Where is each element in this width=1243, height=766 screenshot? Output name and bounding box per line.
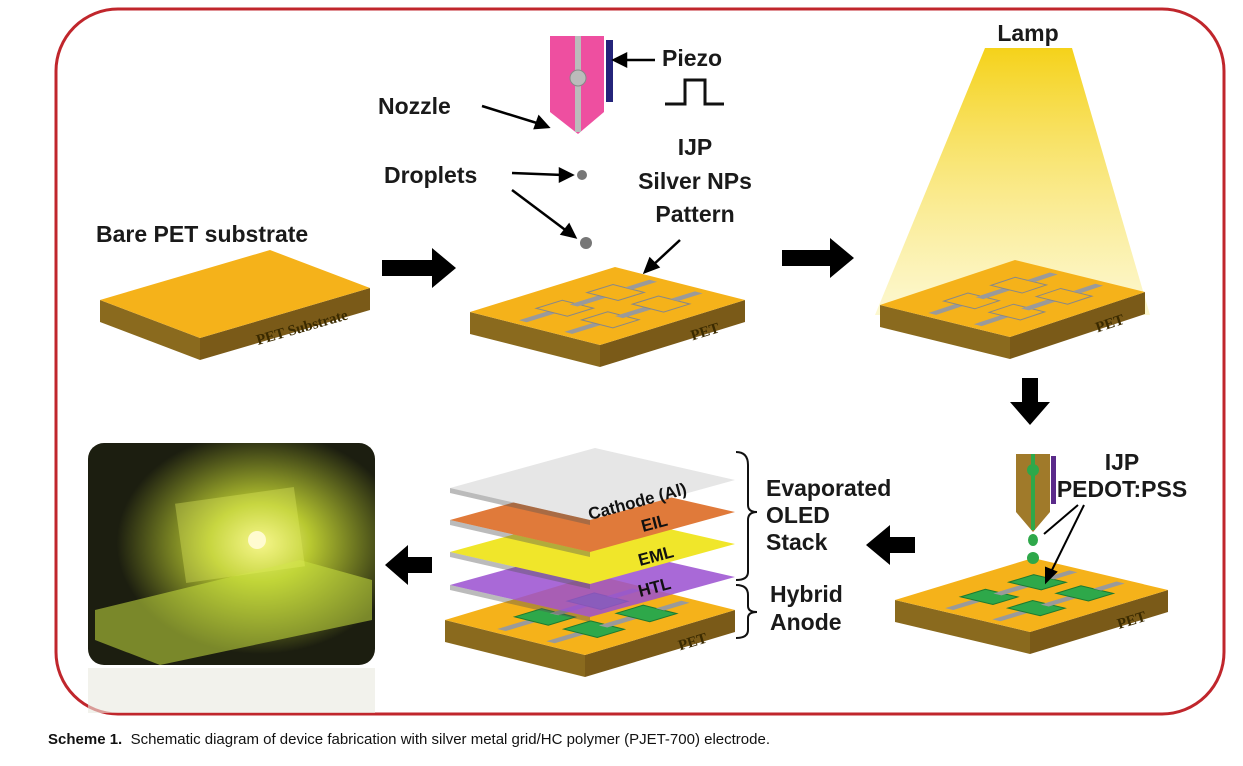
arrow-right-icon [382,248,456,288]
silver-line [1093,581,1125,591]
pedot-pss-label: PEDOT:PSS [1057,476,1187,502]
lamp-light [875,48,1150,315]
silver-line [1021,299,1056,311]
panel-oled-stack: PET Cathode (Al) EIL EML HTL Evaporated … [445,448,891,677]
substrate-side [600,300,745,367]
nozzle-icon [550,36,613,134]
pattern-label: Pattern [655,201,734,227]
cathode-layer [450,448,735,520]
substrate-front [100,300,200,360]
substrate-front [895,600,1030,654]
pad [579,311,641,329]
ijp-pedot-label: IJP [1105,449,1140,475]
droplet-icon [580,237,592,249]
pad [941,292,1001,310]
figure-caption: Scheme 1. Schematic diagram of device fa… [48,731,770,748]
silver-line [992,610,1029,622]
substrate-top [470,267,745,345]
silver-line [993,585,1030,596]
pointer-arrows [481,51,681,275]
silver-line [569,295,607,307]
eml-layer-edge [450,552,590,589]
silver-line [670,291,703,301]
arrow-down-icon [1010,378,1050,425]
arrow-right-icon [782,238,854,278]
pad [1006,574,1069,591]
nozzle-label: Nozzle [378,93,451,119]
silver-line [518,311,556,323]
panel-bare-substrate: Bare PET substrate PET Substrate [96,221,370,360]
substrate-top [895,558,1168,632]
silver-line [975,288,1011,300]
substrate-front [880,305,1010,359]
substrate-side [1010,292,1145,359]
substrate-side [200,288,370,360]
substrate-top [880,260,1145,337]
silver-line [928,303,964,315]
arrow-left-icon [385,545,432,585]
silver-line [497,619,536,632]
oled-label: OLED [766,502,830,528]
silver-line [615,307,652,319]
silver-line [598,616,638,628]
silver-line [546,632,585,644]
silver-line [564,322,602,334]
droplets-label: Droplets [384,162,477,188]
silver-line [1026,272,1058,283]
bracket-anode [735,584,758,639]
pointer-arrows [1043,504,1085,585]
silver-nps-label: Silver NPs [638,168,752,194]
pad [512,608,578,626]
htl-layer-edge [450,585,590,622]
pad [989,276,1049,294]
pad [534,299,596,317]
caption-label: Scheme 1. [48,731,123,748]
frame-border [54,7,1226,716]
silver-line [973,315,1009,327]
evaporated-label: Evaporated [766,475,891,501]
piezo-label: Piezo [662,45,722,71]
pad [585,283,647,302]
panel-inkjet-silver: PET Piezo Nozzle Droplets IJP Silver NPs… [378,36,752,367]
pad [630,295,692,313]
bare-pet-label: Bare PET substrate [96,221,308,247]
silver-line [1040,596,1077,607]
cathode-layer-edge [450,488,590,525]
silver-line [1072,283,1104,294]
device-photo [88,443,375,713]
pad [987,303,1047,321]
ijp-label: IJP [678,134,713,160]
silver-line [945,599,981,611]
eil-layer-edge [450,520,590,557]
pad [561,620,627,638]
pad [1054,585,1116,602]
pad [1034,287,1094,305]
substrate-front [470,312,600,367]
pad [1005,599,1067,617]
droplet-icon [577,170,587,180]
substrate-side [585,610,735,677]
piezo-pulse-icon [665,78,724,106]
substrate-top [100,250,370,338]
pedot-nozzle-icon [1016,454,1056,564]
arrow-left-icon [866,525,915,565]
bracket-stack [735,451,758,581]
stack-label: Stack [766,529,828,555]
panel-lamp-sintering: PET Lamp [875,20,1150,359]
silver-line [624,279,658,290]
pad [614,604,679,623]
lamp-label: Lamp [997,20,1058,46]
silver-line [655,600,690,611]
substrate-front [445,620,585,677]
caption-text: Schematic diagram of device fabrication … [130,731,770,748]
pad [958,588,1020,606]
panel-inkjet-pedot: PET IJP PEDOT:PSS [895,449,1187,654]
anode-label: Anode [770,609,842,635]
hybrid-label: Hybrid [770,581,843,607]
silver-line [1045,570,1078,580]
substrate-side [1030,590,1168,654]
